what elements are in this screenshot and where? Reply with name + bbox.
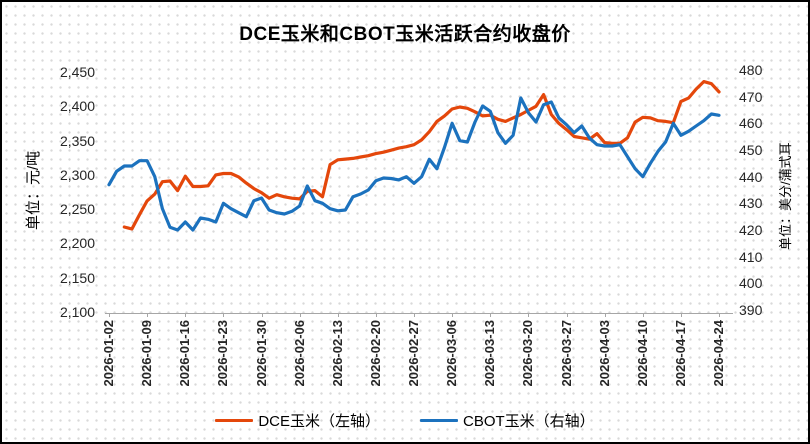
right-axis-tick-label: 470 [739,88,763,105]
x-axis-tick [604,313,606,317]
x-axis-tick [147,313,149,317]
left-axis-tick-label: 2,200 [59,235,95,252]
left-axis-tick-label: 2,450 [59,64,95,80]
legend-item-cbot: CBOT玉米（右轴） [420,410,595,431]
right-axis-tick-label: 450 [739,142,763,158]
right-axis-tick-label: 460 [739,115,763,132]
cbot-legend-label: CBOT玉米（右轴） [463,413,595,430]
x-axis-tick [185,313,187,317]
dce-legend-label: DCE玉米（左轴） [258,413,380,430]
x-axis-tick [490,313,492,317]
left-axis-tick-label: 2,250 [59,201,95,218]
left-axis-tick-label: 2,350 [59,132,95,149]
x-axis-tick [680,313,682,317]
right-axis-tick-label: 430 [739,195,763,212]
x-axis-tick [375,313,377,317]
right-axis-tick-label: 410 [739,248,763,265]
x-axis-tick [261,313,263,317]
x-axis-tick [528,313,530,317]
x-axis-tick [109,313,110,317]
x-axis-line [105,313,733,314]
x-axis-tick [299,313,301,317]
right-axis-tick-label: 480 [739,62,763,78]
left-axis-tick-label: 2,100 [59,304,95,320]
x-axis-tick [223,313,225,317]
x-axis-tick [566,313,568,317]
chart-title: DCE玉米和CBOT玉米活跃合约收盘价 [239,24,571,45]
left-axis-tick-label: 2,300 [59,166,95,183]
left-axis-tick-label: 2,150 [59,269,95,286]
cbot-corn-line [107,96,721,232]
legend-item-dce: DCE玉米（左轴） [215,410,380,431]
x-axis-tick [414,313,415,317]
left-axis-tick-label: 2,400 [59,98,95,115]
right-axis-tick-label: 390 [739,302,763,318]
x-axis-tick [452,313,454,317]
dce-legend-swatch [215,418,254,423]
right-axis-tick-label: 420 [739,222,763,238]
x-axis-tick [719,313,720,317]
right-axis-tick-label: 400 [739,275,763,292]
x-axis-tick [642,313,644,317]
chart-legend: DCE玉米（左轴） CBOT玉米（右轴） [2,410,808,431]
cbot-legend-swatch [420,418,458,423]
right-axis-tick-label: 440 [739,168,763,185]
x-axis-tick [337,313,339,317]
dce-corn-line [122,79,721,231]
